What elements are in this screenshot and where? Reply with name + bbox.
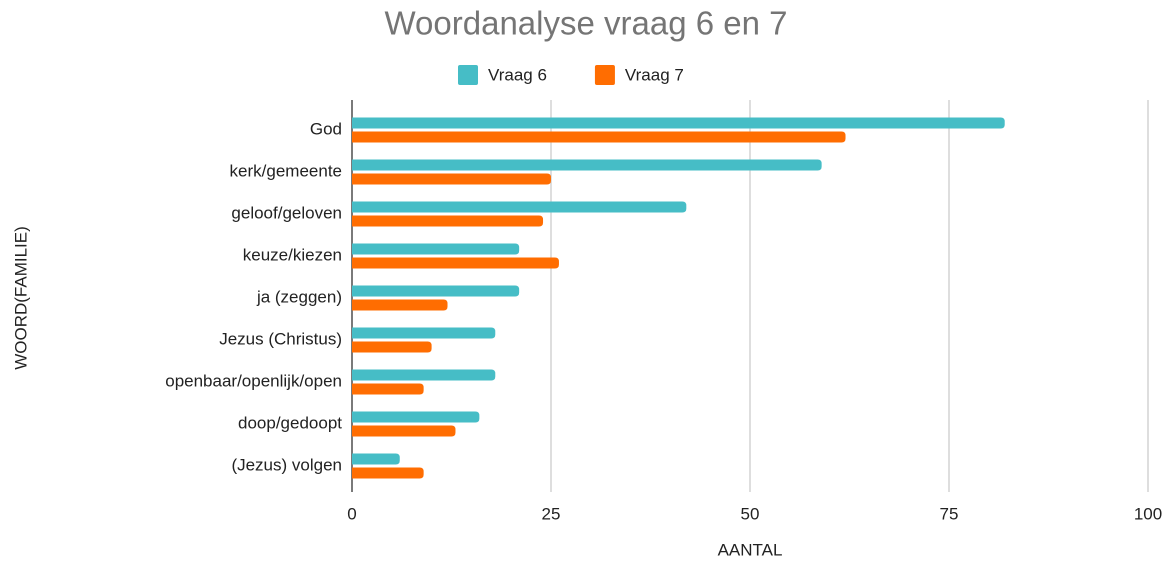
bar	[352, 243, 520, 255]
bar	[352, 425, 456, 437]
bar	[352, 173, 551, 185]
y-tick-label: geloof/geloven	[231, 203, 342, 222]
y-tick-label: keuze/kiezen	[243, 245, 342, 264]
bar	[352, 369, 496, 381]
x-axis-title: AANTAL	[718, 540, 783, 559]
bar	[352, 341, 432, 353]
chart-title: Woordanalyse vraag 6 en 7	[385, 5, 788, 42]
y-tick-label: Jezus (Christus)	[219, 329, 342, 348]
legend-label: Vraag 6	[488, 65, 547, 84]
bar	[352, 215, 544, 227]
y-tick-label: ja (zeggen)	[256, 287, 342, 306]
legend-swatch	[458, 65, 478, 85]
bar	[352, 159, 822, 171]
x-tick-label: 0	[347, 504, 356, 523]
bar	[352, 453, 400, 465]
y-axis-title: WOORD(FAMILIE)	[11, 226, 30, 370]
legend-label: Vraag 7	[625, 65, 684, 84]
bar	[352, 327, 496, 339]
y-tick-label: (Jezus) volgen	[231, 455, 342, 474]
y-tick-label: doop/gedoopt	[238, 413, 342, 432]
x-tick-label: 100	[1134, 504, 1162, 523]
bar	[352, 467, 424, 479]
bar	[352, 383, 424, 395]
y-tick-label: kerk/gemeente	[230, 161, 342, 180]
y-tick-label: openbaar/openlijk/open	[165, 371, 342, 390]
bar	[352, 257, 559, 269]
x-tick-label: 25	[542, 504, 561, 523]
x-tick-label: 75	[940, 504, 959, 523]
x-tick-label: 50	[741, 504, 760, 523]
y-tick-label: God	[310, 119, 342, 138]
legend-swatch	[594, 65, 615, 85]
bar	[352, 117, 1005, 129]
bar	[352, 285, 520, 297]
bar	[352, 201, 687, 213]
bar	[352, 299, 448, 311]
bar	[352, 411, 480, 423]
bar	[352, 131, 846, 143]
